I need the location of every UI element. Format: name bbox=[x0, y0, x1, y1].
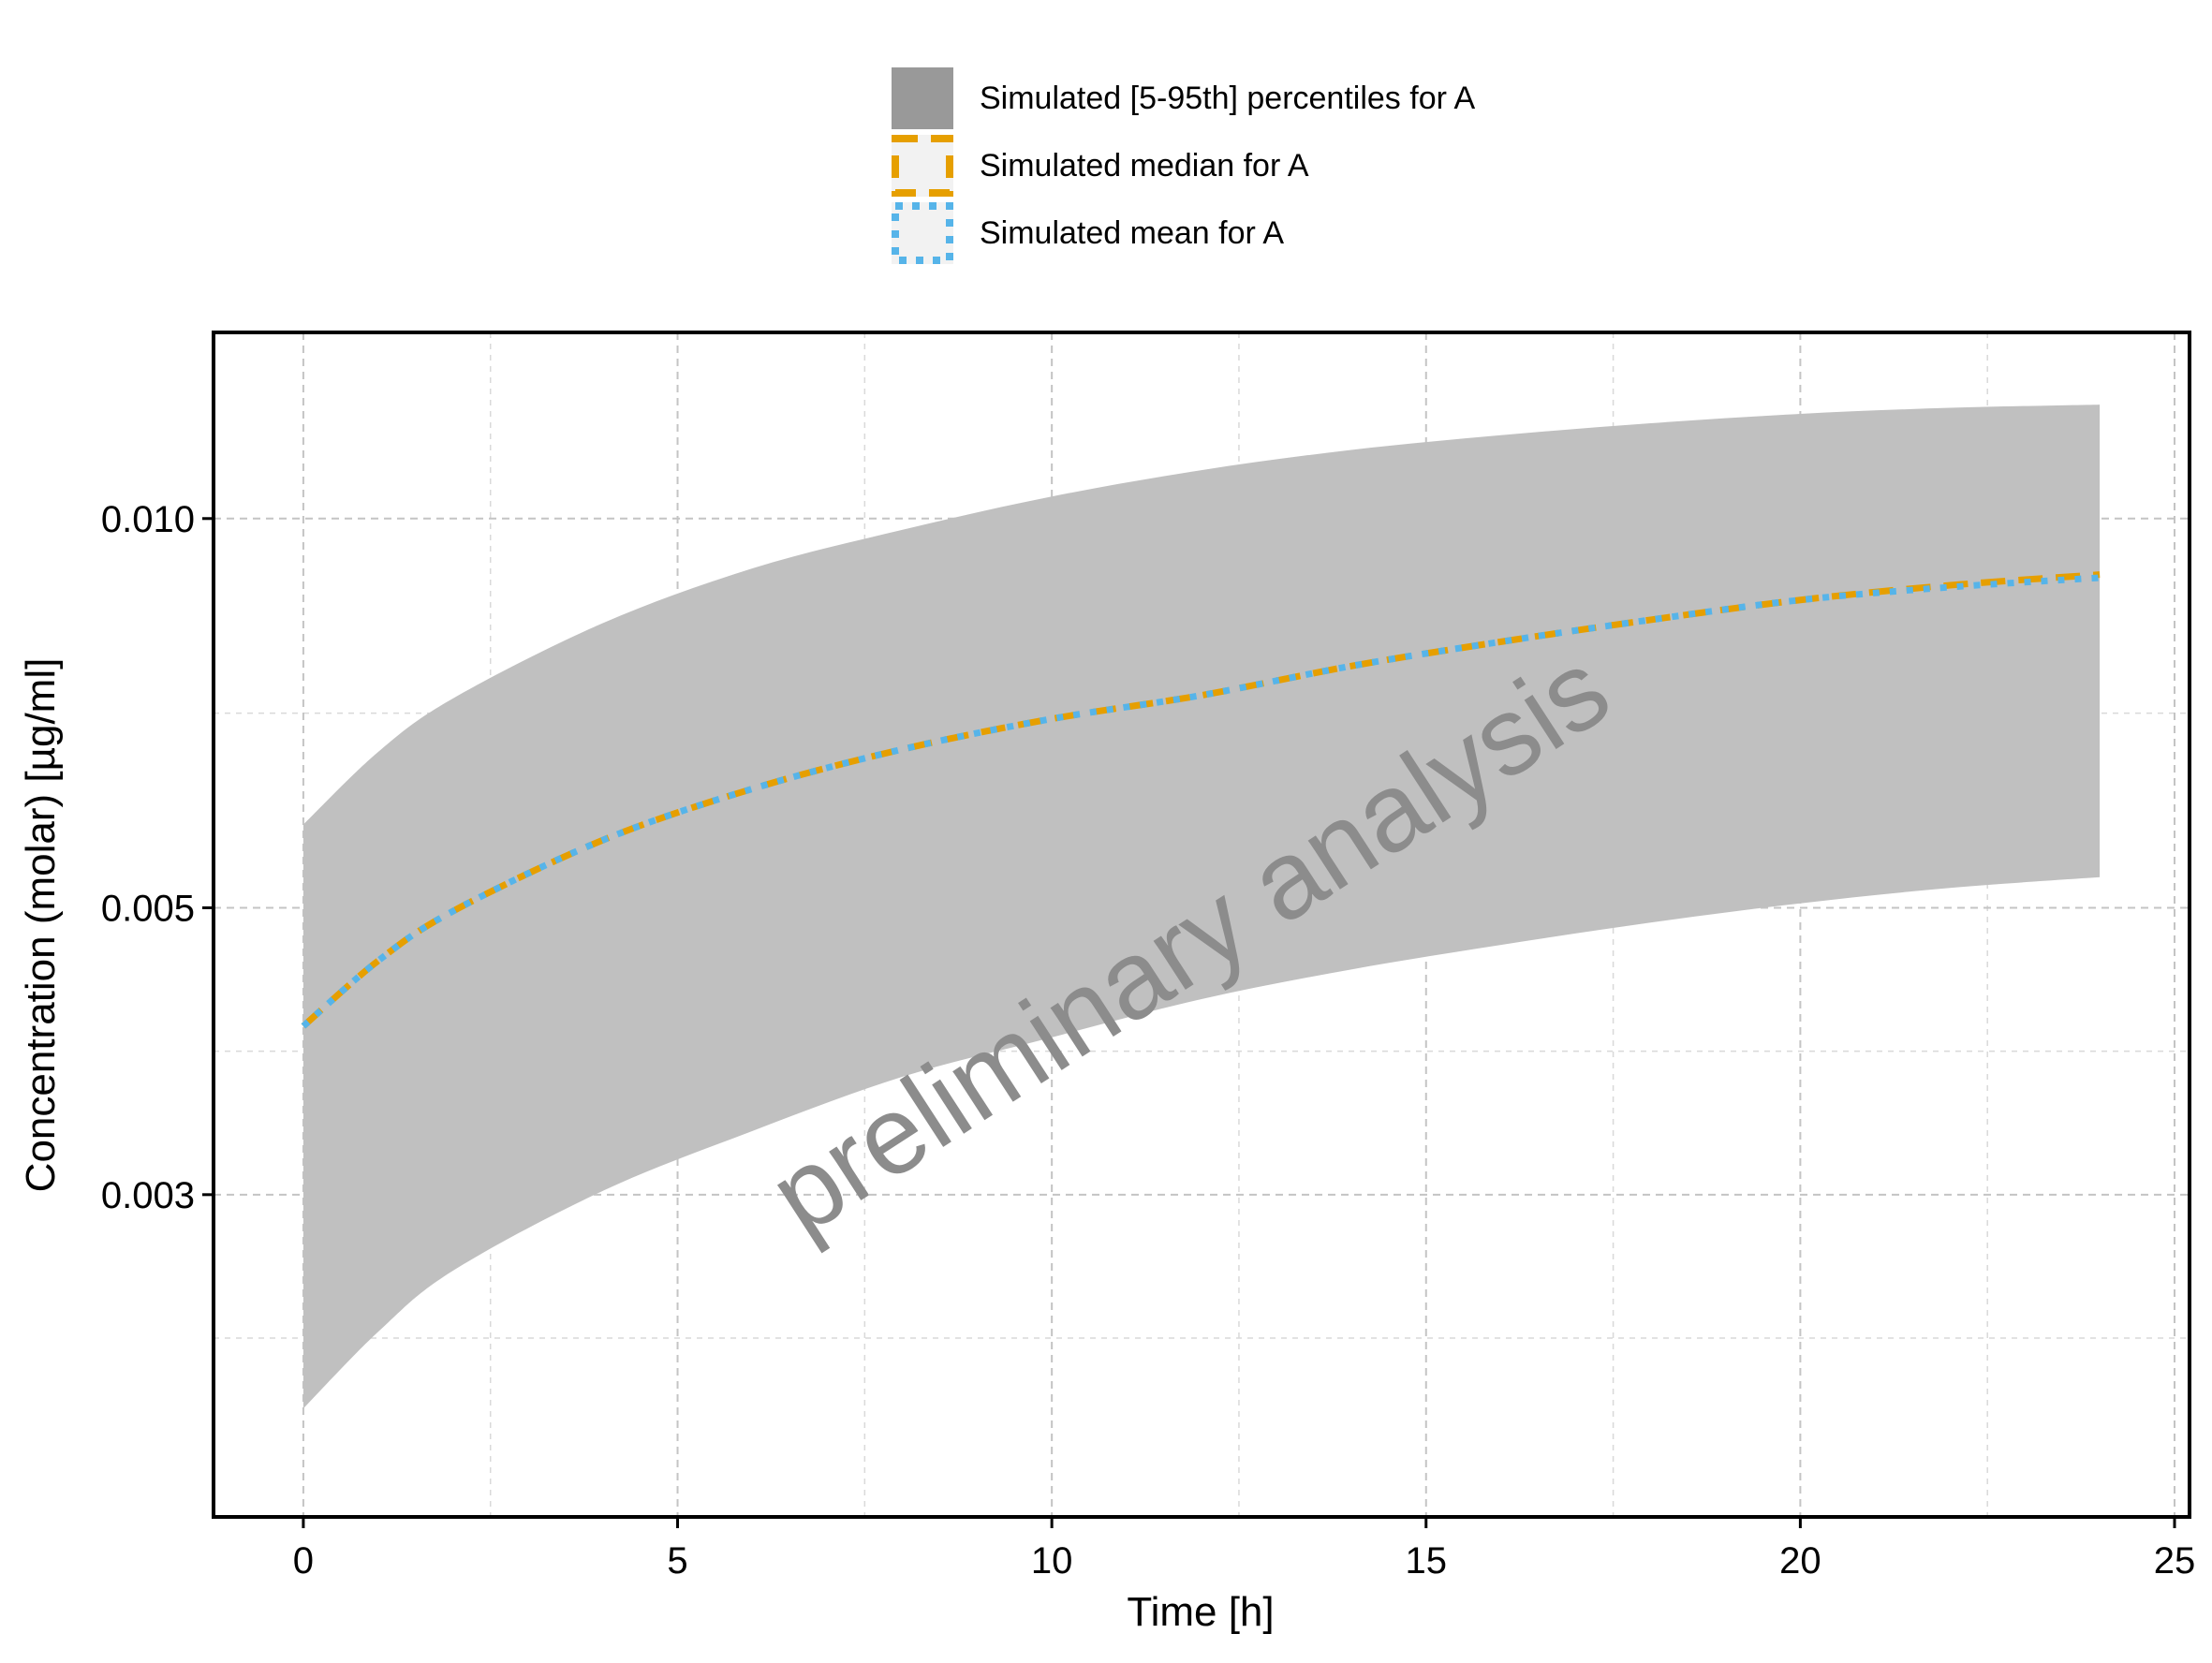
legend-label-mean: Simulated mean for A bbox=[980, 215, 1284, 251]
x-tick-label: 20 bbox=[1779, 1540, 1821, 1582]
legend-key-mean bbox=[892, 202, 953, 264]
y-tick-label: 0.005 bbox=[101, 888, 195, 929]
x-tick-label: 10 bbox=[1031, 1540, 1073, 1582]
legend-key-mean-bg bbox=[892, 202, 953, 264]
percentile-band bbox=[302, 405, 2101, 1409]
x-tick-label: 15 bbox=[1406, 1540, 1448, 1582]
legend-key-median-bg bbox=[892, 135, 953, 197]
x-tick-label: 5 bbox=[667, 1540, 687, 1582]
x-tick-label: 25 bbox=[2154, 1540, 2196, 1582]
y-tick-label: 0.003 bbox=[101, 1175, 195, 1216]
series-layer bbox=[301, 405, 2101, 1409]
x-axis: 0 5 10 15 20 25 bbox=[293, 1517, 2195, 1582]
x-tick-label: 0 bbox=[293, 1540, 314, 1582]
y-tick-label: 0.010 bbox=[101, 499, 195, 540]
legend-key-median bbox=[892, 135, 953, 197]
legend-entry-mean: Simulated mean for A bbox=[892, 202, 1284, 264]
legend: Simulated [5-95th] percentiles for A Sim… bbox=[892, 67, 1475, 264]
legend-entry-median: Simulated median for A bbox=[892, 135, 1309, 197]
y-axis: 0.003 0.005 0.010 bbox=[101, 499, 214, 1216]
legend-label-median: Simulated median for A bbox=[980, 148, 1309, 184]
x-axis-title: Time [h] bbox=[1127, 1589, 1274, 1635]
legend-entry-band: Simulated [5-95th] percentiles for A bbox=[892, 67, 1475, 129]
legend-label-band: Simulated [5-95th] percentiles for A bbox=[980, 81, 1475, 116]
mean-line bbox=[301, 574, 2101, 1029]
y-axis-title: Concentration (molar) [µg/ml] bbox=[18, 658, 64, 1193]
legend-key-band bbox=[892, 67, 953, 129]
plot-panel-border bbox=[212, 331, 2191, 1519]
